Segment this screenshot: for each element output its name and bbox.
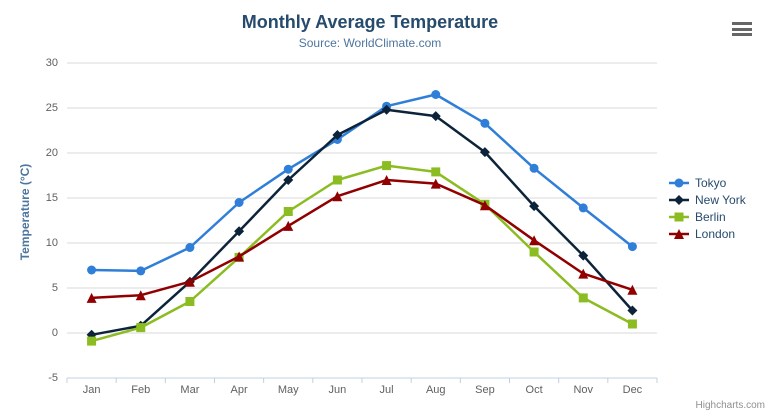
x-tick-label: Jul <box>379 384 394 396</box>
data-point-marker[interactable] <box>381 175 392 185</box>
data-point-marker[interactable] <box>234 198 244 207</box>
data-point-marker[interactable] <box>136 266 146 276</box>
series-line <box>90 93 634 273</box>
circle-series-marker-icon <box>669 178 689 187</box>
data-point-marker[interactable] <box>578 293 588 303</box>
data-point-marker[interactable] <box>332 175 342 185</box>
triangle-series-marker-icon <box>669 228 689 239</box>
series-london[interactable] <box>86 175 638 303</box>
x-tick-label: Mar <box>180 384 200 396</box>
x-tick-label: Jan <box>82 384 101 396</box>
data-point-marker[interactable] <box>430 111 441 122</box>
hamburger-icon <box>732 33 752 36</box>
x-tick-label: Oct <box>525 384 543 396</box>
data-point-marker[interactable] <box>529 247 539 257</box>
x-tick-label: May <box>277 384 299 396</box>
data-point-marker[interactable] <box>184 276 195 287</box>
legend-label: London <box>695 226 736 241</box>
square-series-marker-icon <box>669 212 689 221</box>
hamburger-icon <box>732 22 752 25</box>
data-point-marker[interactable] <box>431 90 441 99</box>
x-tick-label: Nov <box>573 384 594 396</box>
data-point-marker[interactable] <box>578 268 589 279</box>
legend: Tokyo New York Berlin London <box>668 174 746 242</box>
data-point-marker[interactable] <box>283 175 294 185</box>
data-point-marker[interactable] <box>529 163 539 173</box>
data-point-marker[interactable] <box>529 235 540 246</box>
y-tick-label: -5 <box>48 372 58 384</box>
legend-item-tokyo[interactable]: Tokyo <box>668 174 746 191</box>
series-tokyo[interactable] <box>87 90 637 276</box>
data-point-marker[interactable] <box>283 220 294 231</box>
data-point-marker[interactable] <box>480 118 490 128</box>
series-line <box>90 108 634 337</box>
data-point-marker[interactable] <box>382 161 392 171</box>
data-point-marker[interactable] <box>283 207 293 216</box>
data-point-marker[interactable] <box>578 250 589 261</box>
data-point-marker[interactable] <box>479 200 490 211</box>
y-tick-label: 15 <box>45 192 58 204</box>
data-point-marker[interactable] <box>430 178 441 189</box>
legend-item-berlin[interactable]: Berlin <box>668 208 746 225</box>
x-tick-label: Apr <box>230 384 248 396</box>
data-point-marker[interactable] <box>86 292 97 303</box>
context-menu-button[interactable] <box>732 22 752 36</box>
x-tick-label: Aug <box>425 384 446 396</box>
data-point-marker[interactable] <box>332 130 343 140</box>
data-point-marker[interactable] <box>87 265 97 275</box>
data-point-marker[interactable] <box>431 167 441 177</box>
y-tick-label: 0 <box>51 327 58 339</box>
legend-label: Tokyo <box>695 175 727 190</box>
data-point-marker[interactable] <box>627 242 637 252</box>
y-tick-label: 30 <box>45 57 58 69</box>
x-tick-label: Feb <box>131 384 151 396</box>
hamburger-icon <box>732 27 752 31</box>
data-point-marker[interactable] <box>627 305 638 316</box>
data-point-marker[interactable] <box>381 104 392 115</box>
data-point-marker[interactable] <box>87 336 97 346</box>
series-line <box>90 164 634 343</box>
y-tick-label: 20 <box>45 147 58 159</box>
diamond-series-marker-icon <box>669 194 689 205</box>
x-tick-label: Dec <box>622 384 643 396</box>
x-tick-label: Jun <box>328 384 347 396</box>
data-point-marker[interactable] <box>185 243 195 252</box>
y-tick-label: 5 <box>51 282 58 294</box>
y-tick-label: 10 <box>45 237 58 249</box>
legend-item-new-york[interactable]: New York <box>668 191 746 208</box>
data-point-marker[interactable] <box>185 297 195 306</box>
legend-label: New York <box>695 192 746 207</box>
x-tick-label: Sep <box>475 384 495 396</box>
legend-label: Berlin <box>695 209 726 224</box>
chart-subtitle: Source: WorldClimate.com <box>298 36 442 50</box>
data-point-marker[interactable] <box>135 290 146 301</box>
legend-item-london[interactable]: London <box>668 225 746 242</box>
data-point-marker[interactable] <box>332 191 343 202</box>
data-point-marker[interactable] <box>627 284 638 295</box>
chart-title: Monthly Average Temperature <box>241 12 499 32</box>
series-new-york[interactable] <box>86 104 638 340</box>
data-point-marker[interactable] <box>283 164 293 174</box>
data-point-marker[interactable] <box>578 203 588 213</box>
data-point-marker[interactable] <box>529 201 540 212</box>
data-point-marker[interactable] <box>234 226 245 237</box>
data-point-marker[interactable] <box>234 251 245 262</box>
series-line <box>90 178 634 300</box>
y-tick-label: 25 <box>45 102 58 114</box>
data-point-marker[interactable] <box>627 319 637 329</box>
credits-link[interactable]: Highcharts.com <box>695 400 765 411</box>
data-point-marker[interactable] <box>136 323 146 333</box>
data-point-marker[interactable] <box>479 147 490 158</box>
